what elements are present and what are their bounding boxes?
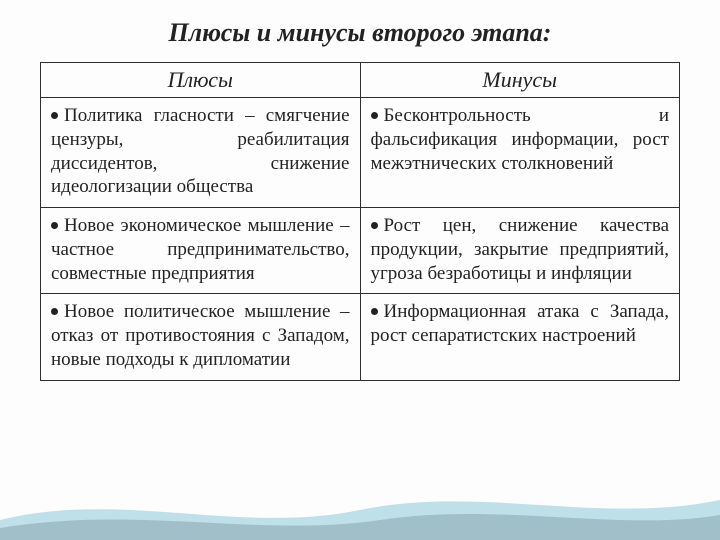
header-minus: Минусы xyxy=(360,63,680,98)
slide-title: Плюсы и минусы второго этапа: xyxy=(40,18,680,48)
cell-plus-2: Новое экономическое мышление – частное п… xyxy=(41,208,361,294)
cell-minus-2: Рост цен, снижение качества продукции, з… xyxy=(360,208,680,294)
cell-text: Новое политическое мышление – отказ от п… xyxy=(51,301,350,370)
header-plus: Плюсы xyxy=(41,63,361,98)
bullet-icon xyxy=(51,308,58,315)
background-wave xyxy=(0,480,720,540)
bullet-icon xyxy=(371,222,378,229)
cell-minus-3: Информационная атака с Запада, рост сепа… xyxy=(360,294,680,380)
cell-text: Политика гласности – смягчение цензуры, … xyxy=(51,105,350,197)
cell-text: Информационная атака с Запада, рост сепа… xyxy=(371,301,670,346)
bullet-icon xyxy=(51,112,58,119)
cell-plus-1: Политика гласности – смягчение цензуры, … xyxy=(41,98,361,208)
bullet-icon xyxy=(51,222,58,229)
cell-text: Рост цен, снижение качества продукции, з… xyxy=(371,215,670,284)
table-row: Новое политическое мышление – отказ от п… xyxy=(41,294,680,380)
table-row: Новое экономическое мышление – частное п… xyxy=(41,208,680,294)
cell-text: Новое экономическое мышление – частное п… xyxy=(51,215,350,284)
bullet-icon xyxy=(371,308,378,315)
cell-minus-1: Бесконтрольность и фальсификация информа… xyxy=(360,98,680,208)
bullet-icon xyxy=(371,112,378,119)
cell-text: Бесконтрольность и фальсификация информа… xyxy=(371,105,670,174)
table-row: Политика гласности – смягчение цензуры, … xyxy=(41,98,680,208)
cell-plus-3: Новое политическое мышление – отказ от п… xyxy=(41,294,361,380)
pros-cons-table: Плюсы Минусы Политика гласности – смягче… xyxy=(40,62,680,381)
